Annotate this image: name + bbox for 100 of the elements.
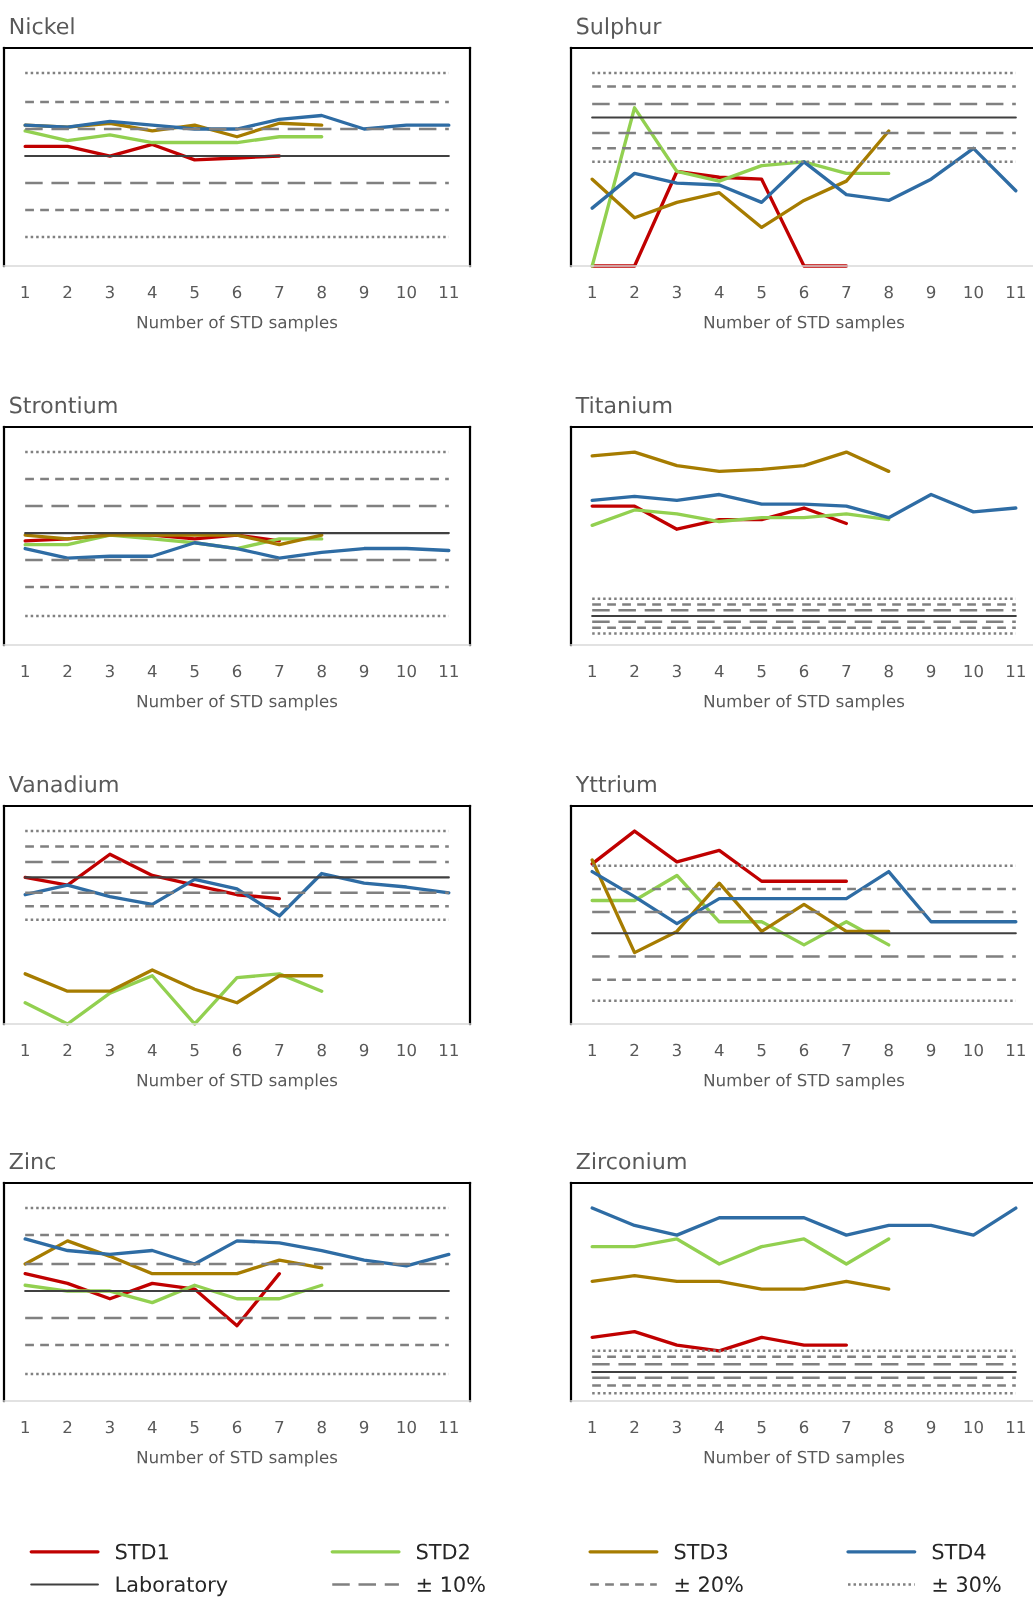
legend-label: Laboratory	[116, 1575, 228, 1597]
x-tick-label: 11	[1007, 1420, 1025, 1434]
x-tick-label: 5	[757, 1420, 766, 1434]
x-tick-label: 8	[884, 1420, 893, 1434]
x-tick-label: 10	[397, 1420, 416, 1434]
x-tick-label: 4	[714, 1043, 724, 1057]
x-axis-title: Number of STD samples	[137, 315, 338, 332]
x-axis-title: Number of STD samples	[137, 694, 338, 711]
x-tick-label: 4	[147, 1043, 157, 1057]
chart-title: Vanadium	[8, 775, 118, 793]
x-tick-label: 10	[397, 664, 416, 678]
x-tick-label: 6	[232, 1420, 242, 1434]
legend-label: ± 30%	[933, 1576, 1001, 1593]
x-tick-label: 2	[630, 1043, 639, 1057]
x-tick-label: 3	[105, 1043, 114, 1057]
x-tick-label: 2	[63, 1420, 72, 1434]
chart-title: Zirconium	[576, 1152, 686, 1170]
x-tick-label: 6	[232, 664, 242, 678]
legend-label: ± 10%	[417, 1576, 485, 1593]
x-tick-label: 3	[105, 285, 114, 299]
chart-title: Strontium	[10, 396, 117, 414]
x-tick-label: 11	[440, 1420, 458, 1434]
x-tick-label: 4	[147, 285, 157, 299]
x-tick-label: 4	[714, 1420, 724, 1434]
x-tick-label: 8	[317, 1420, 326, 1434]
x-tick-label: 11	[1007, 664, 1025, 678]
x-axis-title: Number of STD samples	[137, 1450, 338, 1467]
x-tick-label: 7	[842, 664, 851, 678]
x-tick-label: 11	[440, 1043, 458, 1057]
x-tick-label: 3	[672, 1043, 681, 1057]
x-tick-label: 1	[588, 1420, 596, 1434]
x-tick-label: 5	[757, 1043, 766, 1057]
x-tick-label: 5	[190, 1420, 199, 1434]
x-tick-label: 11	[440, 285, 458, 299]
x-axis-title: Number of STD samples	[704, 1450, 905, 1467]
x-tick-label: 3	[105, 664, 114, 678]
x-tick-label: 9	[926, 285, 936, 299]
chart-title: Nickel	[10, 17, 74, 35]
x-axis-title: Number of STD samples	[704, 315, 905, 332]
legend-label: STD3	[674, 1543, 728, 1560]
x-tick-label: 2	[63, 1043, 72, 1057]
x-tick-label: 10	[964, 285, 983, 299]
legend-label: STD4	[932, 1543, 986, 1560]
x-tick-label: 9	[359, 1420, 369, 1434]
x-tick-label: 7	[275, 1420, 284, 1434]
x-tick-label: 7	[275, 285, 284, 299]
chart-title: Zinc	[9, 1152, 55, 1170]
x-tick-label: 5	[190, 1043, 199, 1057]
x-tick-label: 1	[588, 285, 596, 299]
x-axis-title: Number of STD samples	[137, 1073, 338, 1090]
x-tick-label: 11	[1007, 1043, 1025, 1057]
x-tick-label: 6	[799, 664, 809, 678]
x-tick-label: 1	[588, 664, 596, 678]
x-tick-label: 6	[232, 1043, 242, 1057]
x-tick-label: 1	[21, 285, 29, 299]
x-tick-label: 5	[190, 285, 199, 299]
x-tick-label: 1	[588, 1043, 596, 1057]
chart-title: Titanium	[575, 396, 672, 414]
x-tick-label: 7	[842, 1043, 851, 1057]
chart-title: Yttrium	[575, 775, 656, 793]
x-axis-title: Number of STD samples	[704, 1073, 905, 1090]
x-tick-label: 8	[884, 1043, 893, 1057]
x-tick-label: 8	[317, 664, 326, 678]
x-tick-label: 3	[672, 285, 681, 299]
x-tick-label: 2	[630, 1420, 639, 1434]
x-tick-label: 7	[842, 1420, 851, 1434]
x-tick-label: 3	[672, 1420, 681, 1434]
x-tick-label: 2	[630, 664, 639, 678]
x-tick-label: 9	[359, 1043, 369, 1057]
x-tick-label: 9	[359, 664, 369, 678]
x-tick-label: 5	[757, 285, 766, 299]
x-tick-label: 3	[672, 664, 681, 678]
x-tick-label: 10	[397, 285, 416, 299]
legend-label: ± 20%	[675, 1576, 743, 1593]
chart-title: Sulphur	[577, 17, 662, 39]
x-tick-label: 8	[884, 664, 893, 678]
x-tick-label: 11	[440, 664, 458, 678]
x-tick-label: 2	[63, 285, 72, 299]
x-tick-label: 9	[926, 1043, 936, 1057]
x-tick-label: 7	[275, 1043, 284, 1057]
x-tick-label: 4	[147, 1420, 157, 1434]
x-axis-title: Number of STD samples	[704, 694, 905, 711]
x-tick-label: 11	[1007, 285, 1025, 299]
x-tick-label: 7	[842, 285, 851, 299]
x-tick-label: 5	[757, 664, 766, 678]
x-tick-label: 6	[232, 285, 242, 299]
x-tick-label: 1	[21, 664, 29, 678]
x-tick-label: 10	[964, 1420, 983, 1434]
x-tick-label: 1	[21, 1043, 29, 1057]
x-tick-label: 5	[190, 664, 199, 678]
x-tick-label: 7	[275, 664, 284, 678]
x-tick-label: 9	[359, 285, 369, 299]
x-tick-label: 6	[799, 1420, 809, 1434]
x-tick-label: 1	[21, 1420, 29, 1434]
legend-label: STD2	[416, 1543, 469, 1560]
x-tick-label: 3	[105, 1420, 114, 1434]
x-tick-label: 4	[714, 664, 724, 678]
x-tick-label: 8	[317, 285, 326, 299]
x-tick-label: 9	[926, 1420, 936, 1434]
x-tick-label: 9	[926, 664, 936, 678]
